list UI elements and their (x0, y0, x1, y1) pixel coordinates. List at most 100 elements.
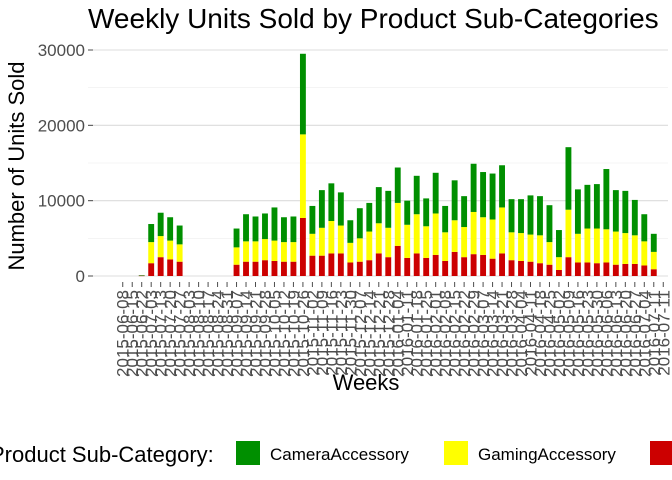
bar-segment (593, 184, 600, 229)
bar-segment (480, 217, 487, 255)
bar-segment (423, 226, 430, 258)
x-tick-label: 2016-06-27 (626, 290, 645, 377)
bar-segment (281, 261, 287, 276)
x-tick-label: 2015-08-10 (190, 290, 209, 377)
bar-segment (385, 227, 392, 258)
x-tick-label: 2015-07-13 (152, 290, 171, 377)
bar-segment (176, 244, 183, 262)
bar-segment (394, 167, 401, 203)
bar-segment (470, 163, 477, 212)
x-tick-label: 2016-07-11 (645, 290, 664, 376)
x-tick-label: 2015-07-27 (171, 290, 190, 377)
x-axis: 2015-06-082015-06-152015-06-222015-07-03… (114, 282, 672, 377)
bar-segment (432, 213, 439, 255)
bar-segment (413, 253, 420, 276)
bar-segment (356, 238, 363, 262)
x-tick-label: 2015-09-28 (256, 290, 275, 377)
bar-segment (546, 205, 553, 243)
x-tick-label: 2015-10-26 (294, 290, 313, 377)
x-tick-label: 2016-03-21 (493, 290, 512, 377)
x-tick-label: 2016-01-11 (398, 290, 417, 376)
bar-segment (299, 134, 306, 218)
chart-title: Weekly Units Sold by Product Sub-Categor… (88, 3, 659, 34)
bar-segment (451, 251, 458, 276)
bar-segment (432, 254, 439, 276)
legend-label: GamingAccessory (478, 445, 616, 464)
bar-segment (556, 230, 562, 258)
bar-segment (518, 233, 524, 261)
bar-segment (631, 263, 638, 276)
bar-segment (347, 220, 354, 243)
bar-segment (641, 214, 648, 242)
bar-segment (413, 214, 420, 254)
legend: Product Sub-Category: CameraAccessory Gam… (0, 441, 672, 467)
x-tick-label: 2015-12-28 (379, 290, 398, 377)
bar-segment (423, 257, 430, 276)
bar-segment (574, 233, 581, 263)
x-tick-label: 2016-04-18 (531, 290, 550, 377)
y-tick-label: 20000 (38, 116, 85, 135)
bar-segment (167, 259, 174, 276)
bar-segment (148, 242, 155, 264)
bar-segment (252, 216, 259, 242)
bar-segment (432, 172, 439, 214)
bar-segment (518, 199, 524, 234)
x-tick-label: 2015-10-12 (275, 290, 294, 377)
x-tick-label: 2015-11-02 (303, 290, 322, 376)
x-tick-label: 2016-03-28 (503, 290, 522, 377)
legend-swatch (444, 441, 468, 465)
bar-segment (366, 202, 373, 232)
bar-segment (233, 228, 240, 248)
x-tick-label: 2015-11-30 (341, 290, 360, 376)
bar-segment (650, 233, 657, 252)
bar-segment (537, 235, 543, 264)
bar-segment (299, 53, 306, 135)
bar-segment (499, 253, 505, 276)
x-tick-label: 2015-08-31 (218, 290, 237, 377)
bar-segment (252, 241, 259, 262)
bar-segment (233, 247, 240, 265)
bar-segment (584, 228, 591, 263)
bar-segment (243, 261, 249, 276)
bar-segment (337, 225, 344, 254)
bar-segment (290, 216, 297, 243)
bar-segment (394, 202, 401, 246)
bar-segment (148, 263, 155, 276)
bar-segment (281, 217, 287, 243)
bar-segment (281, 242, 287, 262)
x-tick-label: 2015-11-16 (322, 290, 341, 376)
bar-segment (650, 269, 657, 276)
bar-segment (138, 275, 145, 276)
bar-segment (290, 242, 297, 262)
bar-segment (527, 261, 534, 276)
bar-segment (271, 240, 278, 261)
x-tick-label: 2015-06-08 (114, 290, 133, 377)
x-tick-label: 2016-05-09 (559, 290, 578, 377)
bar-segment (622, 263, 629, 276)
x-tick-label: 2016-07-04 (635, 290, 654, 377)
bar-segment (356, 208, 363, 239)
x-tick-label: 2016-05-23 (578, 290, 597, 377)
bar-segment (356, 261, 363, 276)
x-tick-label: 2015-12-07 (351, 290, 370, 377)
x-tick-label: 2015-08-24 (209, 290, 228, 377)
x-tick-label: 2016-07-11 (654, 290, 672, 376)
bar-segment (470, 254, 477, 276)
x-tick-label: 2016-06-06 (597, 290, 616, 377)
x-tick-label: 2015-06-22 (133, 290, 152, 377)
x-tick-label: 2016-05-02 (550, 290, 569, 377)
x-tick-label: 2016-01-04 (389, 290, 408, 377)
bar-segment (157, 236, 164, 258)
bar-segment (451, 220, 458, 252)
x-tick-label: 2015-09-07 (228, 290, 247, 377)
bar-segment (404, 200, 411, 225)
x-tick-label: 2015-12-21 (370, 290, 389, 377)
bar-segment (593, 228, 600, 264)
x-tick-label: 2016-03-14 (484, 290, 503, 377)
bar-segment (603, 262, 610, 276)
bar-segment (138, 275, 145, 277)
x-tick-label: 2016-02-15 (446, 290, 465, 377)
bar-segment (641, 265, 648, 276)
bar-segment (167, 240, 174, 260)
bar-segment (489, 258, 496, 276)
